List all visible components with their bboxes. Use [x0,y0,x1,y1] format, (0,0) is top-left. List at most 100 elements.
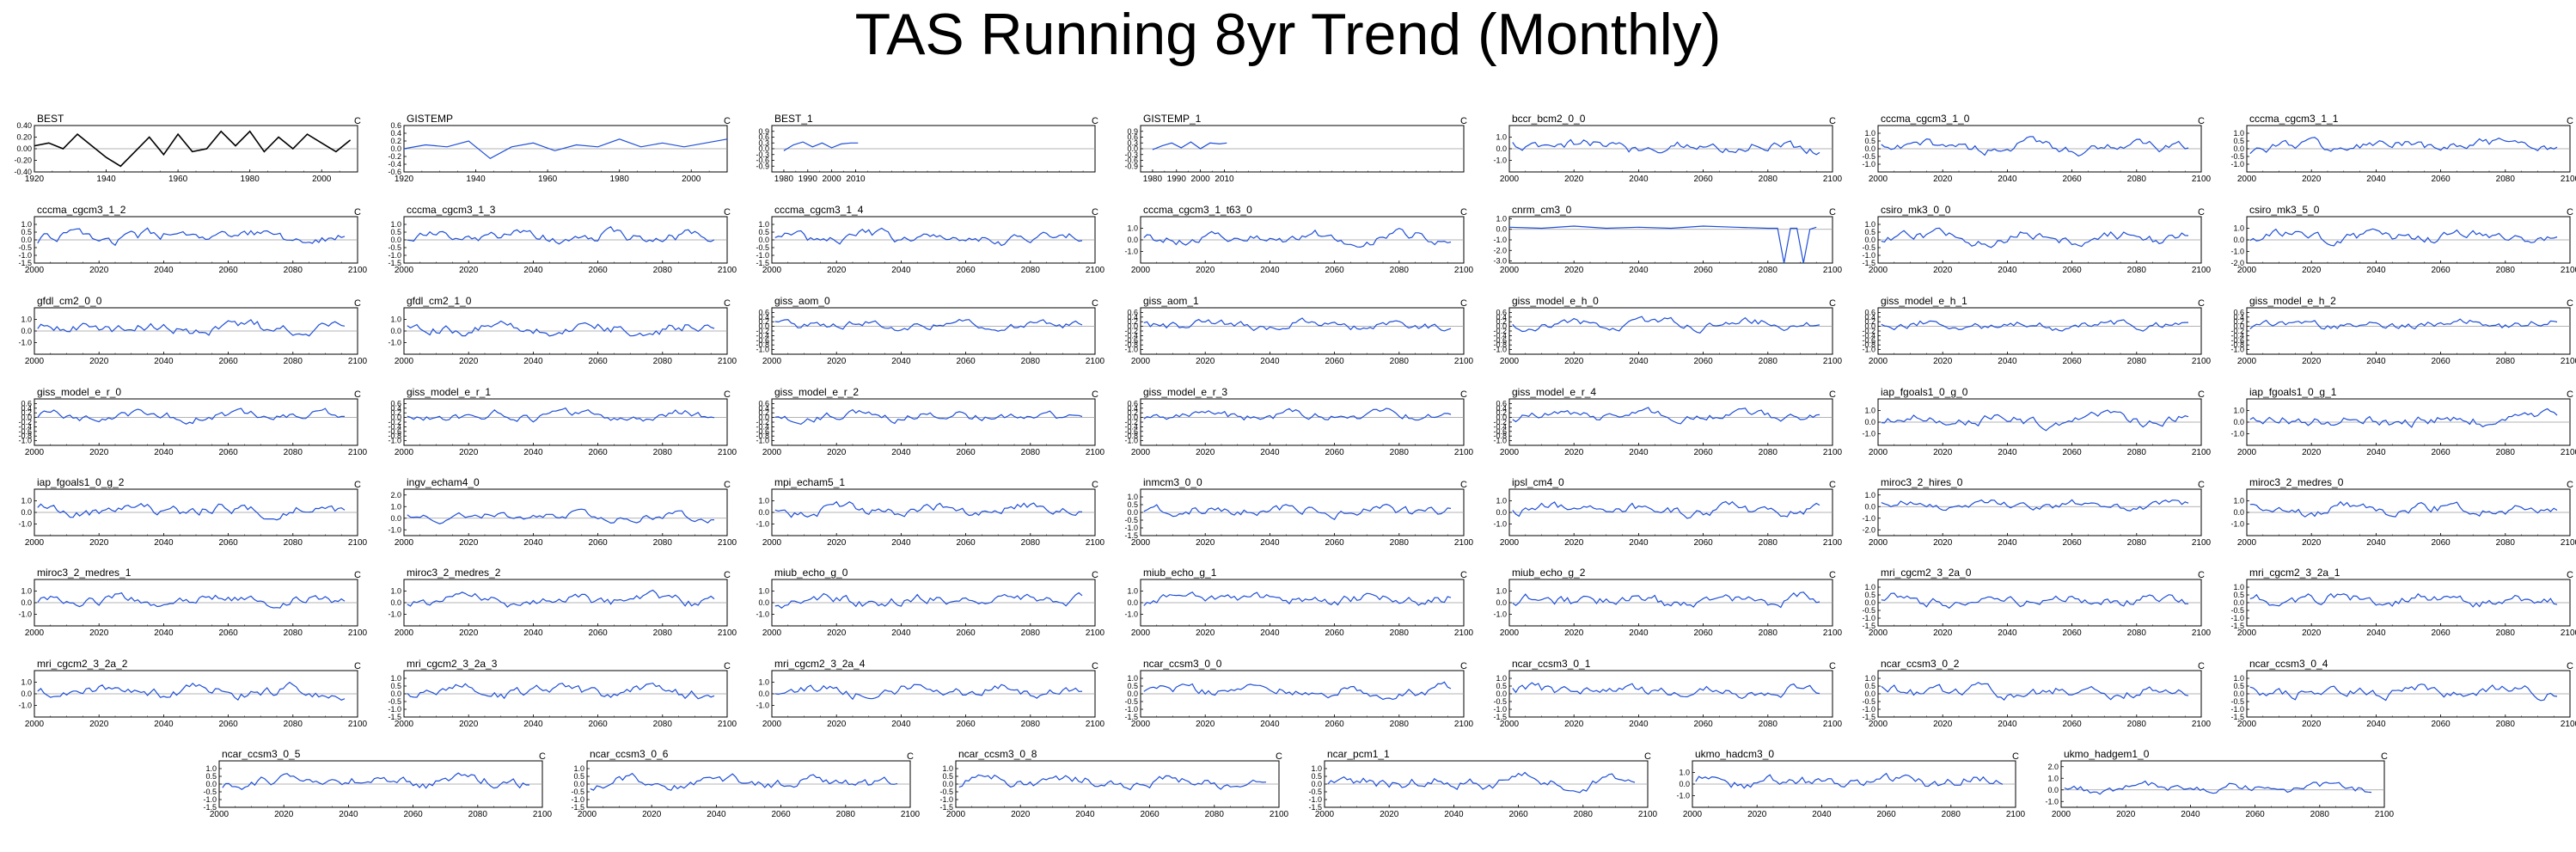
x-tick-label: 2040 [891,357,911,366]
plot-frame [1508,398,1833,446]
chart-svg: miub_echo_g_2 C 2000 2020 2040 2060 2080 2100 1.… [1493,567,1842,638]
x-tick-label: 2020 [89,448,109,457]
x-tick-label: 2100 [533,810,553,819]
y-tick-label: -2.0 [1493,246,1507,254]
chart-panel-BEST_1: BEST_1 C 1980 1990 2000 2010 0.9 0.6 0.3 0.0 -0.3-… [756,112,1107,191]
y-tick-label: 0.5 [942,772,953,781]
series-line [1327,771,1636,794]
chart-title: giss_aom_0 [774,295,830,307]
y-tick-label: 0.5 [1127,500,1138,509]
unit-label: C [1644,751,1651,762]
y-tick-label: 0.0 [1127,414,1138,422]
x-tick-label: 2080 [284,720,303,729]
y-tick-label: -0.2 [1124,418,1138,426]
x-tick-label: 2020 [827,538,847,548]
chart-title: BEST [37,113,64,125]
series-line [407,682,715,700]
unit-label: C [1092,116,1098,126]
plot-frame [2060,760,2385,808]
x-tick-label: 1990 [1167,175,1187,184]
series-line [1508,225,1817,264]
y-tick-label: 0.4 [2233,313,2244,322]
chart-svg: bccr_bcm2_0_0 C 2000 2020 2040 2060 2080 2100 1.… [1493,113,1842,184]
x-tick-label: 2100 [718,448,737,457]
unit-label: C [2198,480,2205,490]
y-tick-label: -0.9 [756,162,769,170]
y-tick-label: 0.2 [390,408,401,417]
series-line [407,320,715,337]
chart-title: cccma_cgcm3_1_0 [1881,113,1970,125]
x-tick-label: 2000 [1191,175,1211,184]
x-tick-label: 2010 [846,175,866,184]
x-tick-label: 2020 [827,448,847,457]
x-tick-label: 2100 [348,266,368,275]
y-tick-label: 0.5 [758,228,769,236]
x-tick-label: 2060 [1693,448,1713,457]
y-tick-label: -1.0 [1493,705,1507,714]
y-tick-label: -0.8 [756,432,769,440]
y-tick-label: 0.4 [1496,404,1507,413]
x-tick-label: 2040 [523,628,543,638]
y-tick-label: -0.6 [18,427,32,436]
y-tick-label: 1.0 [1127,493,1138,501]
series-line [34,130,352,168]
unit-label: C [724,570,731,580]
x-tick-label: 2060 [956,538,976,548]
chart-title: giss_aom_1 [1143,295,1199,307]
x-tick-label: 2080 [653,538,673,548]
series-line [2249,318,2558,330]
x-tick-label: 2060 [2431,266,2451,275]
y-tick-label: -0.5 [939,788,953,796]
x-tick-label: 2040 [154,538,174,548]
y-tick-label: 0.5 [573,772,584,781]
y-tick-label: 0.6 [1496,399,1507,408]
x-tick-label: 2000 [2237,266,2257,275]
plot-frame [1140,307,1465,355]
chart-title: cccma_cgcm3_1_4 [774,204,864,216]
unit-label: C [1460,298,1467,309]
y-tick-label: 0.20 [16,133,32,142]
x-tick-label: 2060 [218,628,238,638]
y-tick-label: 0.6 [390,399,401,408]
chart-panel-giss_model_e_r_0: giss_model_e_r_0 C 2000 2020 2040 2060 2080 210… [18,385,370,464]
x-tick-label: 2020 [2302,357,2322,366]
chart-panel-giss_model_e_h_0: giss_model_e_h_0 C 2000 2020 2040 2060 2080 210… [1493,294,1845,373]
x-tick-label: 2020 [2116,810,2136,819]
x-tick-label: 2000 [1131,628,1151,638]
y-tick-label: -1.0 [18,339,32,347]
x-tick-label: 2060 [2431,628,2451,638]
x-tick-label: 1940 [466,175,486,184]
x-tick-label: 2020 [1933,538,1953,548]
x-tick-label: 2080 [284,628,303,638]
x-tick-label: 2100 [2192,357,2212,366]
chart-svg: giss_model_e_r_3 C 2000 2020 2040 2060 2080 210… [1124,386,1473,457]
chart-panel-iap_fgoals1_0_g_2: iap_fgoals1_0_g_2 C 2000 2020 2040 2060 2080 21… [18,475,370,555]
chart-svg: mri_cgcm2_3_2a_2 C 2000 2020 2040 2060 2080 210… [18,658,367,729]
unit-label: C [1829,116,1836,126]
chart-title: miub_echo_g_0 [774,567,848,579]
chart-panel-cccma_cgcm3_1_4: cccma_cgcm3_1_4 C 2000 2020 2040 2060 2080 2100… [756,203,1107,282]
x-tick-label: 2020 [1380,810,1399,819]
x-tick-label: 2080 [1390,538,1410,548]
chart-title: mri_cgcm2_3_2a_3 [407,658,498,670]
y-tick-label: 0.0 [1864,418,1875,426]
y-tick-label: -1.0 [18,702,32,710]
chart-title: miroc3_2_hires_0 [1881,476,1963,488]
y-tick-label: -1.0 [2230,346,2244,354]
series-line [783,141,859,151]
x-tick-label: 2100 [2561,266,2576,275]
y-tick-label: 0.0 [758,414,769,422]
y-tick-label: 0.2 [2233,317,2244,326]
x-tick-label: 1980 [774,175,794,184]
y-tick-label: 1.0 [390,220,401,229]
x-tick-label: 2060 [1325,266,1344,275]
x-tick-label: 2060 [1508,810,1528,819]
x-tick-label: 2000 [1500,357,1520,366]
y-tick-label: 0.0 [21,236,32,244]
x-tick-label: 2040 [2366,357,2386,366]
y-tick-label: 0.6 [1864,308,1875,316]
chart-svg: miub_echo_g_1 C 2000 2020 2040 2060 2080 2100 1.… [1124,567,1473,638]
y-tick-label: 0.2 [758,317,769,326]
x-tick-label: 2080 [2127,357,2147,366]
unit-label: C [1092,207,1098,218]
